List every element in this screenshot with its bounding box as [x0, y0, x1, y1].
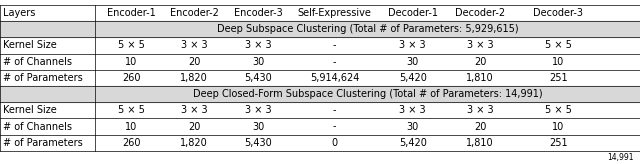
Text: 260: 260	[122, 73, 140, 83]
Text: 3 × 3: 3 × 3	[399, 105, 426, 115]
Text: Encoder-1: Encoder-1	[107, 8, 156, 18]
Text: 5 × 5: 5 × 5	[545, 105, 572, 115]
Text: 30: 30	[406, 122, 419, 132]
Text: Decoder-1: Decoder-1	[388, 8, 438, 18]
Text: 20: 20	[474, 57, 486, 67]
Text: 3 × 3: 3 × 3	[181, 41, 207, 51]
Text: 20: 20	[474, 122, 486, 132]
Text: 1,810: 1,810	[466, 73, 494, 83]
Text: # of Channels: # of Channels	[3, 57, 72, 67]
Text: 3 × 3: 3 × 3	[245, 105, 271, 115]
Text: 14,991: 14,991	[607, 153, 634, 162]
Text: # of Channels: # of Channels	[3, 122, 72, 132]
Text: 5,430: 5,430	[244, 138, 272, 148]
Text: 5,420: 5,420	[399, 138, 427, 148]
Text: 5,430: 5,430	[244, 73, 272, 83]
Text: -: -	[333, 122, 336, 132]
Text: 5 × 5: 5 × 5	[545, 41, 572, 51]
Text: # of Parameters: # of Parameters	[3, 73, 83, 83]
Text: 10: 10	[552, 57, 564, 67]
Text: 1,820: 1,820	[180, 138, 208, 148]
Text: 30: 30	[406, 57, 419, 67]
Text: 3 × 3: 3 × 3	[467, 41, 493, 51]
Text: Kernel Size: Kernel Size	[3, 41, 57, 51]
Text: 10: 10	[125, 57, 138, 67]
Text: 3 × 3: 3 × 3	[181, 105, 207, 115]
Text: 1,810: 1,810	[466, 138, 494, 148]
Text: 1,820: 1,820	[180, 73, 208, 83]
Text: Deep Closed-Form Subspace Clustering (Total # of Parameters: 14,991): Deep Closed-Form Subspace Clustering (To…	[193, 89, 542, 99]
Text: Kernel Size: Kernel Size	[3, 105, 57, 115]
Text: 0: 0	[332, 138, 337, 148]
Text: Layers: Layers	[3, 8, 36, 18]
Text: Encoder-3: Encoder-3	[234, 8, 283, 18]
Text: Decoder-2: Decoder-2	[455, 8, 505, 18]
Text: 5 × 5: 5 × 5	[118, 41, 145, 51]
Text: 3 × 3: 3 × 3	[467, 105, 493, 115]
Text: 3 × 3: 3 × 3	[399, 41, 426, 51]
Text: 5,914,624: 5,914,624	[310, 73, 359, 83]
Text: 251: 251	[549, 138, 568, 148]
Text: 30: 30	[252, 122, 264, 132]
Text: -: -	[333, 57, 336, 67]
Text: 10: 10	[552, 122, 564, 132]
Text: Self-Expressive: Self-Expressive	[298, 8, 371, 18]
Text: -: -	[333, 105, 336, 115]
Text: 260: 260	[122, 138, 140, 148]
Text: Deep Subspace Clustering (Total # of Parameters: 5,929,615): Deep Subspace Clustering (Total # of Par…	[216, 24, 518, 34]
Text: 30: 30	[252, 57, 264, 67]
Text: 10: 10	[125, 122, 138, 132]
Text: Decoder-3: Decoder-3	[533, 8, 584, 18]
Text: 251: 251	[549, 73, 568, 83]
Text: 5,420: 5,420	[399, 73, 427, 83]
Text: 20: 20	[188, 57, 200, 67]
Text: 3 × 3: 3 × 3	[245, 41, 271, 51]
Text: 20: 20	[188, 122, 200, 132]
Text: -: -	[333, 41, 336, 51]
Text: # of Parameters: # of Parameters	[3, 138, 83, 148]
Text: Encoder-2: Encoder-2	[170, 8, 219, 18]
Text: 5 × 5: 5 × 5	[118, 105, 145, 115]
